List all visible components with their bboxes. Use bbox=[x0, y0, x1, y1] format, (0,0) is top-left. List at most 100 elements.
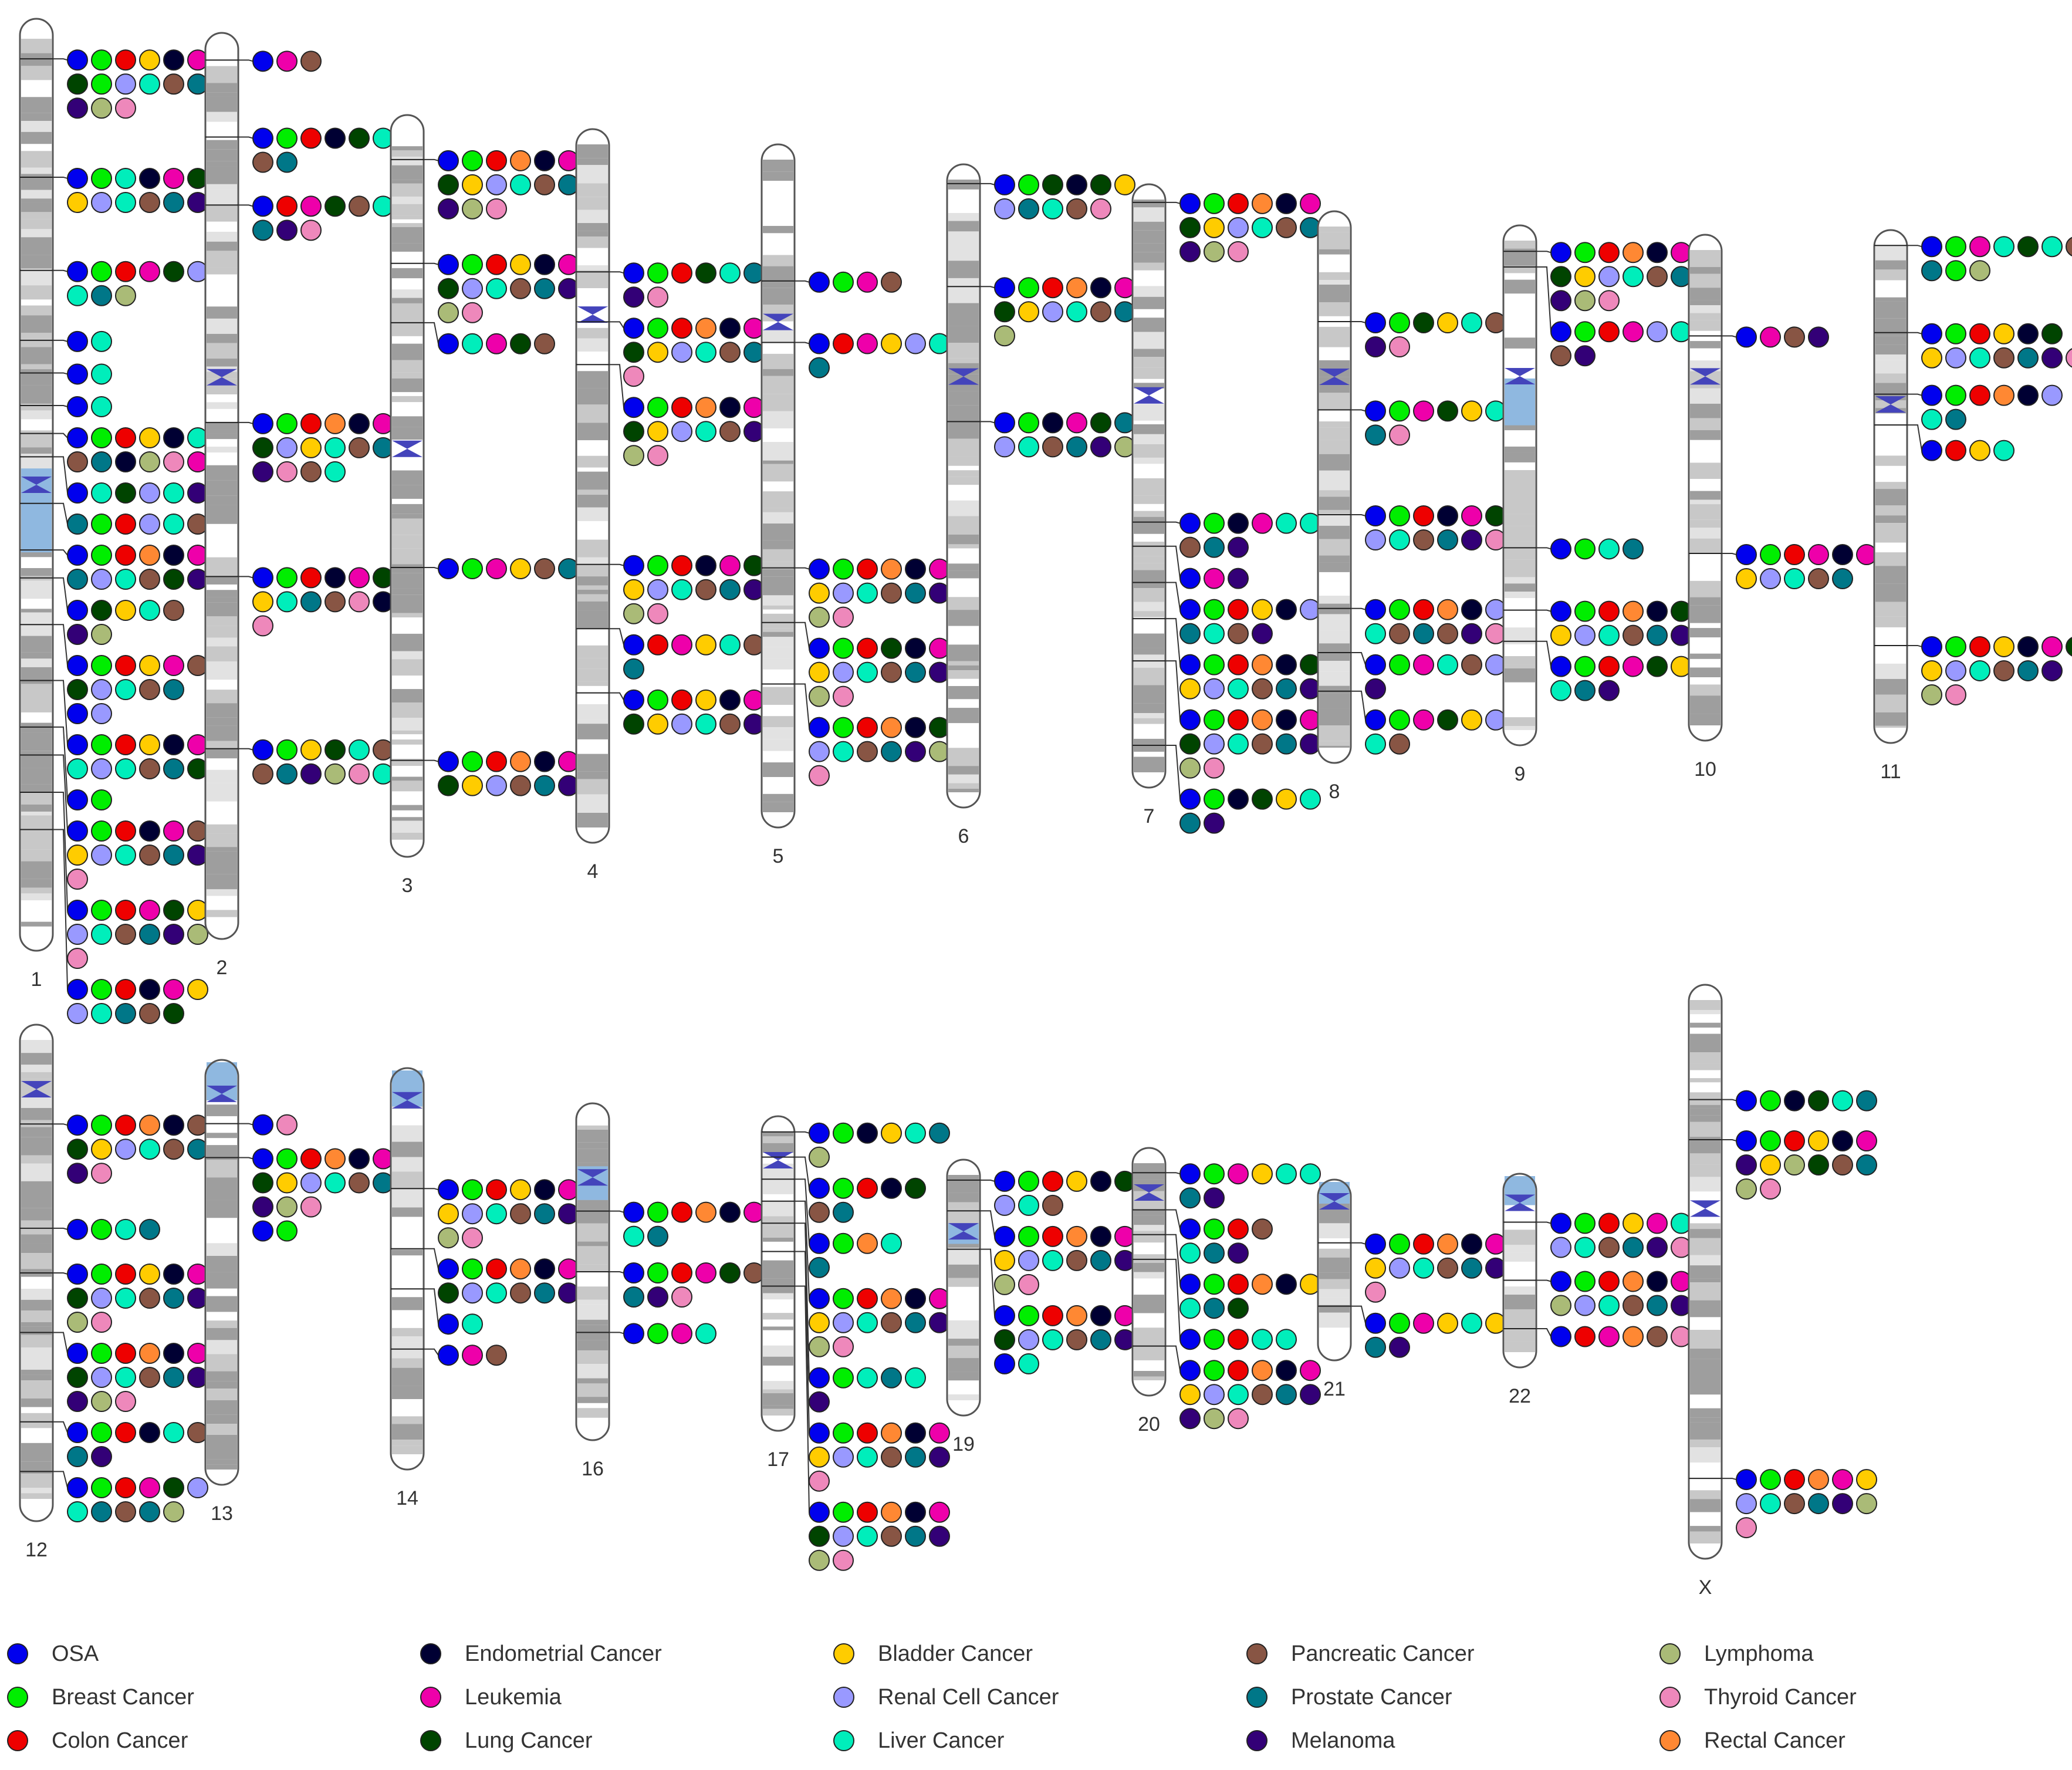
cancer-marker bbox=[252, 1220, 273, 1242]
cancer-marker bbox=[462, 1203, 483, 1225]
cancer-marker bbox=[1921, 384, 1942, 406]
cancer-marker bbox=[1179, 757, 1201, 779]
chromosome-band bbox=[1875, 297, 1906, 302]
chromosome-band bbox=[1134, 1295, 1164, 1313]
chromosome-band bbox=[1319, 1289, 1350, 1298]
cancer-marker bbox=[1413, 529, 1434, 550]
chromosome-band bbox=[207, 66, 237, 83]
legend-item: Bladder Cancer bbox=[833, 1635, 1033, 1673]
cancer-marker bbox=[163, 427, 184, 449]
cancer-marker bbox=[1921, 347, 1942, 369]
cancer-marker bbox=[1550, 290, 1571, 312]
locus-leader-line bbox=[1536, 640, 1552, 667]
chromosome-band bbox=[207, 92, 237, 97]
chromosome-band bbox=[392, 1171, 422, 1189]
chromosome-band bbox=[392, 730, 422, 735]
cancer-marker bbox=[857, 1288, 878, 1309]
chromosome-band bbox=[207, 189, 237, 206]
cancer-marker bbox=[623, 689, 644, 711]
chromosome-band bbox=[763, 160, 793, 172]
locus-leader-line bbox=[1165, 201, 1181, 204]
cancer-marker bbox=[857, 1525, 878, 1547]
cancer-marker bbox=[1969, 440, 1990, 461]
chromosome-7: 7 bbox=[1131, 183, 1321, 834]
cancer-marker bbox=[1204, 1329, 1225, 1350]
cancer-marker bbox=[67, 1139, 88, 1160]
cancer-marker bbox=[91, 1422, 112, 1443]
cancer-marker bbox=[91, 734, 112, 756]
chromosome-band bbox=[207, 1104, 237, 1116]
chromosome-band bbox=[763, 369, 793, 376]
cancer-marker bbox=[1276, 192, 1297, 214]
cancer-marker bbox=[534, 1179, 555, 1201]
cancer-marker bbox=[1228, 536, 1249, 558]
chromosome-band bbox=[763, 631, 793, 637]
cancer-marker bbox=[833, 1336, 854, 1357]
cancer-marker bbox=[1042, 1305, 1063, 1326]
cancer-marker bbox=[1204, 678, 1225, 700]
chromosome-band bbox=[21, 285, 52, 300]
legend-label: Endometrial Cancer bbox=[465, 1641, 662, 1666]
chromosome-band bbox=[1690, 1104, 1721, 1109]
chromosome-band bbox=[392, 817, 422, 821]
cancer-marker bbox=[67, 482, 88, 504]
chromosome-band bbox=[763, 549, 793, 562]
cancer-marker bbox=[857, 1177, 878, 1199]
chromosome-band bbox=[948, 470, 979, 477]
chromosome-band bbox=[207, 1145, 237, 1151]
cancer-marker bbox=[1090, 277, 1111, 299]
cancer-marker bbox=[300, 1148, 322, 1170]
cancer-marker bbox=[1204, 1187, 1225, 1209]
chromosome-band bbox=[392, 360, 422, 373]
chromosome-band bbox=[1134, 703, 1164, 714]
chromosome-band bbox=[1875, 602, 1906, 617]
cancer-marker bbox=[91, 655, 112, 677]
chromosome-band bbox=[948, 231, 979, 248]
chromosome-band bbox=[948, 289, 979, 303]
chromosome-band bbox=[392, 372, 422, 379]
chromosome-band bbox=[577, 576, 608, 586]
cancer-marker bbox=[252, 1114, 273, 1136]
cancer-marker bbox=[1413, 505, 1434, 526]
cancer-marker bbox=[139, 1218, 160, 1240]
chromosome-band bbox=[392, 633, 422, 651]
cancer-marker bbox=[1389, 400, 1410, 422]
cancer-marker bbox=[1066, 436, 1087, 458]
cancer-marker bbox=[833, 717, 854, 738]
chromosome-band bbox=[207, 1160, 237, 1178]
cancer-marker bbox=[1574, 600, 1596, 622]
chromosome-band bbox=[1875, 566, 1906, 584]
chromosome-band bbox=[577, 1378, 608, 1384]
cancer-marker bbox=[115, 924, 136, 945]
cancer-marker bbox=[647, 603, 668, 624]
chromosome-band bbox=[207, 576, 237, 585]
locus-leader-line bbox=[1907, 245, 1922, 248]
cancer-marker bbox=[809, 271, 830, 293]
cancer-marker bbox=[325, 1172, 346, 1194]
cancer-marker bbox=[139, 514, 160, 535]
cancer-marker bbox=[695, 342, 716, 363]
locus-leader-line bbox=[53, 1421, 68, 1433]
cancer-marker bbox=[91, 427, 112, 449]
chromosome-band bbox=[21, 1299, 52, 1311]
chromosome-band bbox=[577, 223, 608, 231]
chromosome-outline bbox=[1688, 234, 1723, 742]
cancer-marker bbox=[1228, 217, 1249, 238]
cancer-marker bbox=[695, 1201, 716, 1223]
chromosome-band bbox=[207, 465, 237, 481]
cancer-marker bbox=[438, 278, 459, 299]
cancer-marker bbox=[91, 1218, 112, 1240]
chromosome-band bbox=[1505, 583, 1535, 592]
cancer-marker bbox=[115, 1003, 136, 1025]
chromosome-band bbox=[763, 628, 793, 632]
cancer-marker bbox=[139, 758, 160, 780]
cancer-marker bbox=[438, 333, 459, 354]
cancer-marker bbox=[1228, 623, 1249, 644]
cancer-marker bbox=[300, 1172, 322, 1194]
chromosome-band bbox=[1134, 243, 1164, 252]
cancer-marker bbox=[1598, 1271, 1620, 1292]
cancer-marker bbox=[881, 741, 902, 762]
chromosome-band bbox=[207, 1459, 237, 1465]
cancer-marker bbox=[1437, 623, 1458, 644]
chromosome-band bbox=[1690, 1000, 1721, 1011]
